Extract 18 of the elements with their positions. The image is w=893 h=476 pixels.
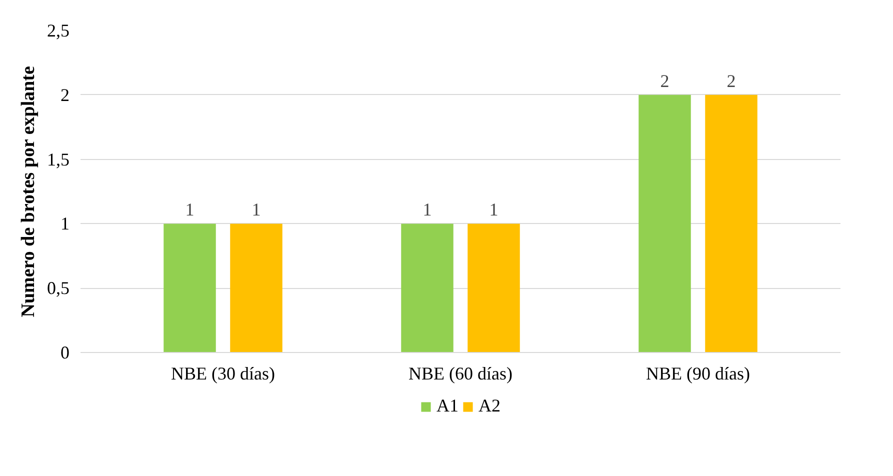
data-label: 2 [660, 70, 670, 91]
data-label: 1 [185, 200, 194, 220]
y-tick-label: 1,5 [47, 149, 70, 170]
legend-label: A2 [478, 396, 500, 416]
data-label: 1 [489, 200, 498, 220]
y-tick-label: 2 [60, 84, 70, 105]
x-tick-label: NBE (60 días) [408, 364, 512, 384]
y-tick-label: 2,5 [47, 20, 70, 40]
y-axis-title: Numero de brotes por explante [18, 66, 39, 318]
legend-label: A1 [436, 396, 458, 416]
y-tick-label: 1 [60, 214, 70, 234]
data-label: 2 [726, 70, 736, 91]
y-tick-label: 0 [60, 342, 70, 362]
x-tick-label: NBE (90 días) [646, 364, 750, 384]
data-label: 1 [422, 200, 432, 220]
x-tick-label: NBE (30 días) [171, 364, 275, 384]
y-tick-label: 0,5 [47, 278, 70, 298]
data-label: 1 [252, 200, 261, 220]
